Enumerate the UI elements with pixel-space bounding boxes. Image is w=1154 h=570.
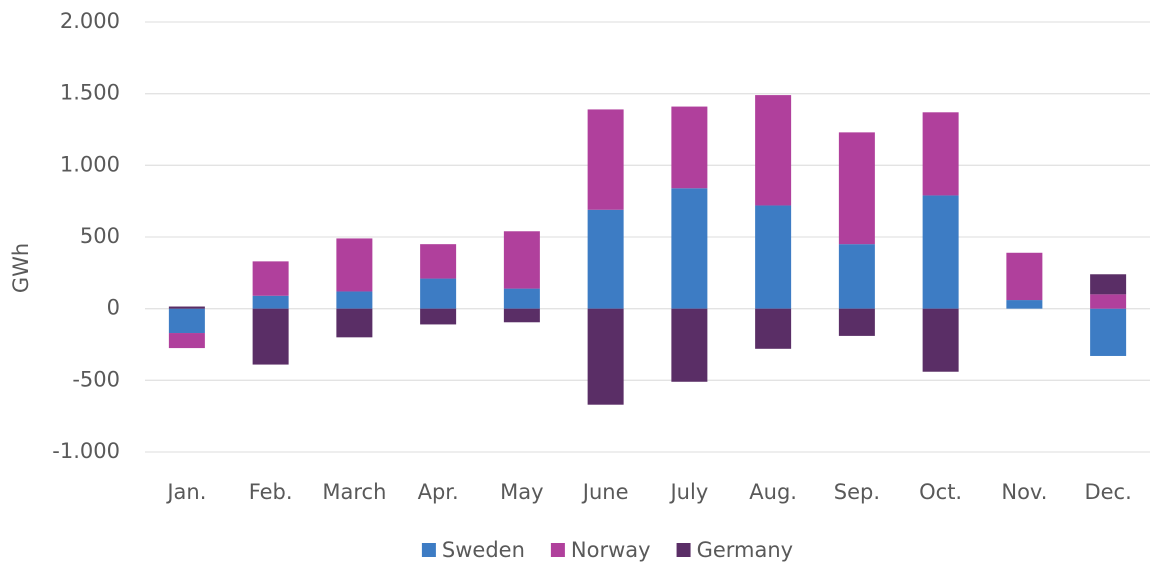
bar-segment	[1090, 294, 1127, 309]
y-tick-label: 1.000	[60, 152, 120, 176]
legend-swatch	[421, 543, 436, 557]
x-tick-label: Jan.	[165, 480, 206, 504]
x-tick-label: Dec.	[1084, 480, 1131, 504]
y-axis-label: GWh	[9, 243, 33, 293]
bar-segment	[168, 308, 205, 334]
bar-segment	[838, 132, 875, 245]
x-tick-label: Sep.	[834, 480, 880, 504]
y-tick-label: 1.500	[60, 81, 120, 105]
bar-segment	[838, 308, 875, 336]
y-tick-label: 0	[107, 296, 120, 320]
x-tick-label: March	[322, 480, 386, 504]
y-tick-label: 2.000	[60, 9, 120, 33]
bar-segment	[503, 231, 540, 289]
legend-label: Germany	[697, 538, 794, 562]
bar-segment	[755, 95, 792, 206]
legend-swatch	[676, 543, 691, 557]
bar-segment	[420, 278, 457, 309]
bar-segment	[838, 244, 875, 309]
bar-segment	[755, 308, 792, 349]
bar-segment	[922, 195, 959, 309]
bar-segment	[671, 308, 708, 382]
bar-segment	[1090, 274, 1127, 295]
legend-swatch	[550, 543, 565, 557]
bar-segment	[336, 238, 373, 292]
bar-segment	[252, 308, 289, 365]
legend-label: Sweden	[442, 538, 525, 562]
bar-segment	[671, 106, 708, 189]
bar-segment	[1090, 308, 1127, 356]
bar-segment	[1006, 252, 1043, 301]
bar-segment	[168, 306, 205, 309]
bar-segment	[503, 288, 540, 309]
x-tick-label: Feb.	[249, 480, 293, 504]
x-tick-label: Aug.	[749, 480, 797, 504]
y-tick-label: 500	[80, 224, 120, 248]
x-tick-label: Apr.	[418, 480, 459, 504]
x-tick-label: June	[581, 480, 629, 504]
bar-segment	[252, 261, 289, 296]
bar-segment	[587, 109, 624, 210]
bar-segment	[755, 205, 792, 309]
x-tick-label: Oct.	[919, 480, 962, 504]
bar-segment	[587, 308, 624, 405]
bar-segment	[336, 308, 373, 338]
x-tick-label: Nov.	[1001, 480, 1047, 504]
y-tick-label: -500	[72, 367, 120, 391]
bar-segment	[420, 308, 457, 325]
bar-segment	[168, 333, 205, 349]
x-tick-label: July	[668, 480, 708, 504]
bar-segment	[587, 209, 624, 309]
bar-segment	[503, 308, 540, 323]
legend-label: Norway	[571, 538, 651, 562]
x-tick-label: May	[500, 480, 543, 504]
bar-segment	[1006, 300, 1043, 309]
bar-segment	[336, 291, 373, 309]
bar-segment	[420, 244, 457, 279]
bar-segment	[922, 308, 959, 372]
bar-segment	[671, 188, 708, 309]
bar-segment	[922, 112, 959, 196]
y-tick-label: -1.000	[52, 439, 120, 463]
bar-segment	[252, 295, 289, 309]
